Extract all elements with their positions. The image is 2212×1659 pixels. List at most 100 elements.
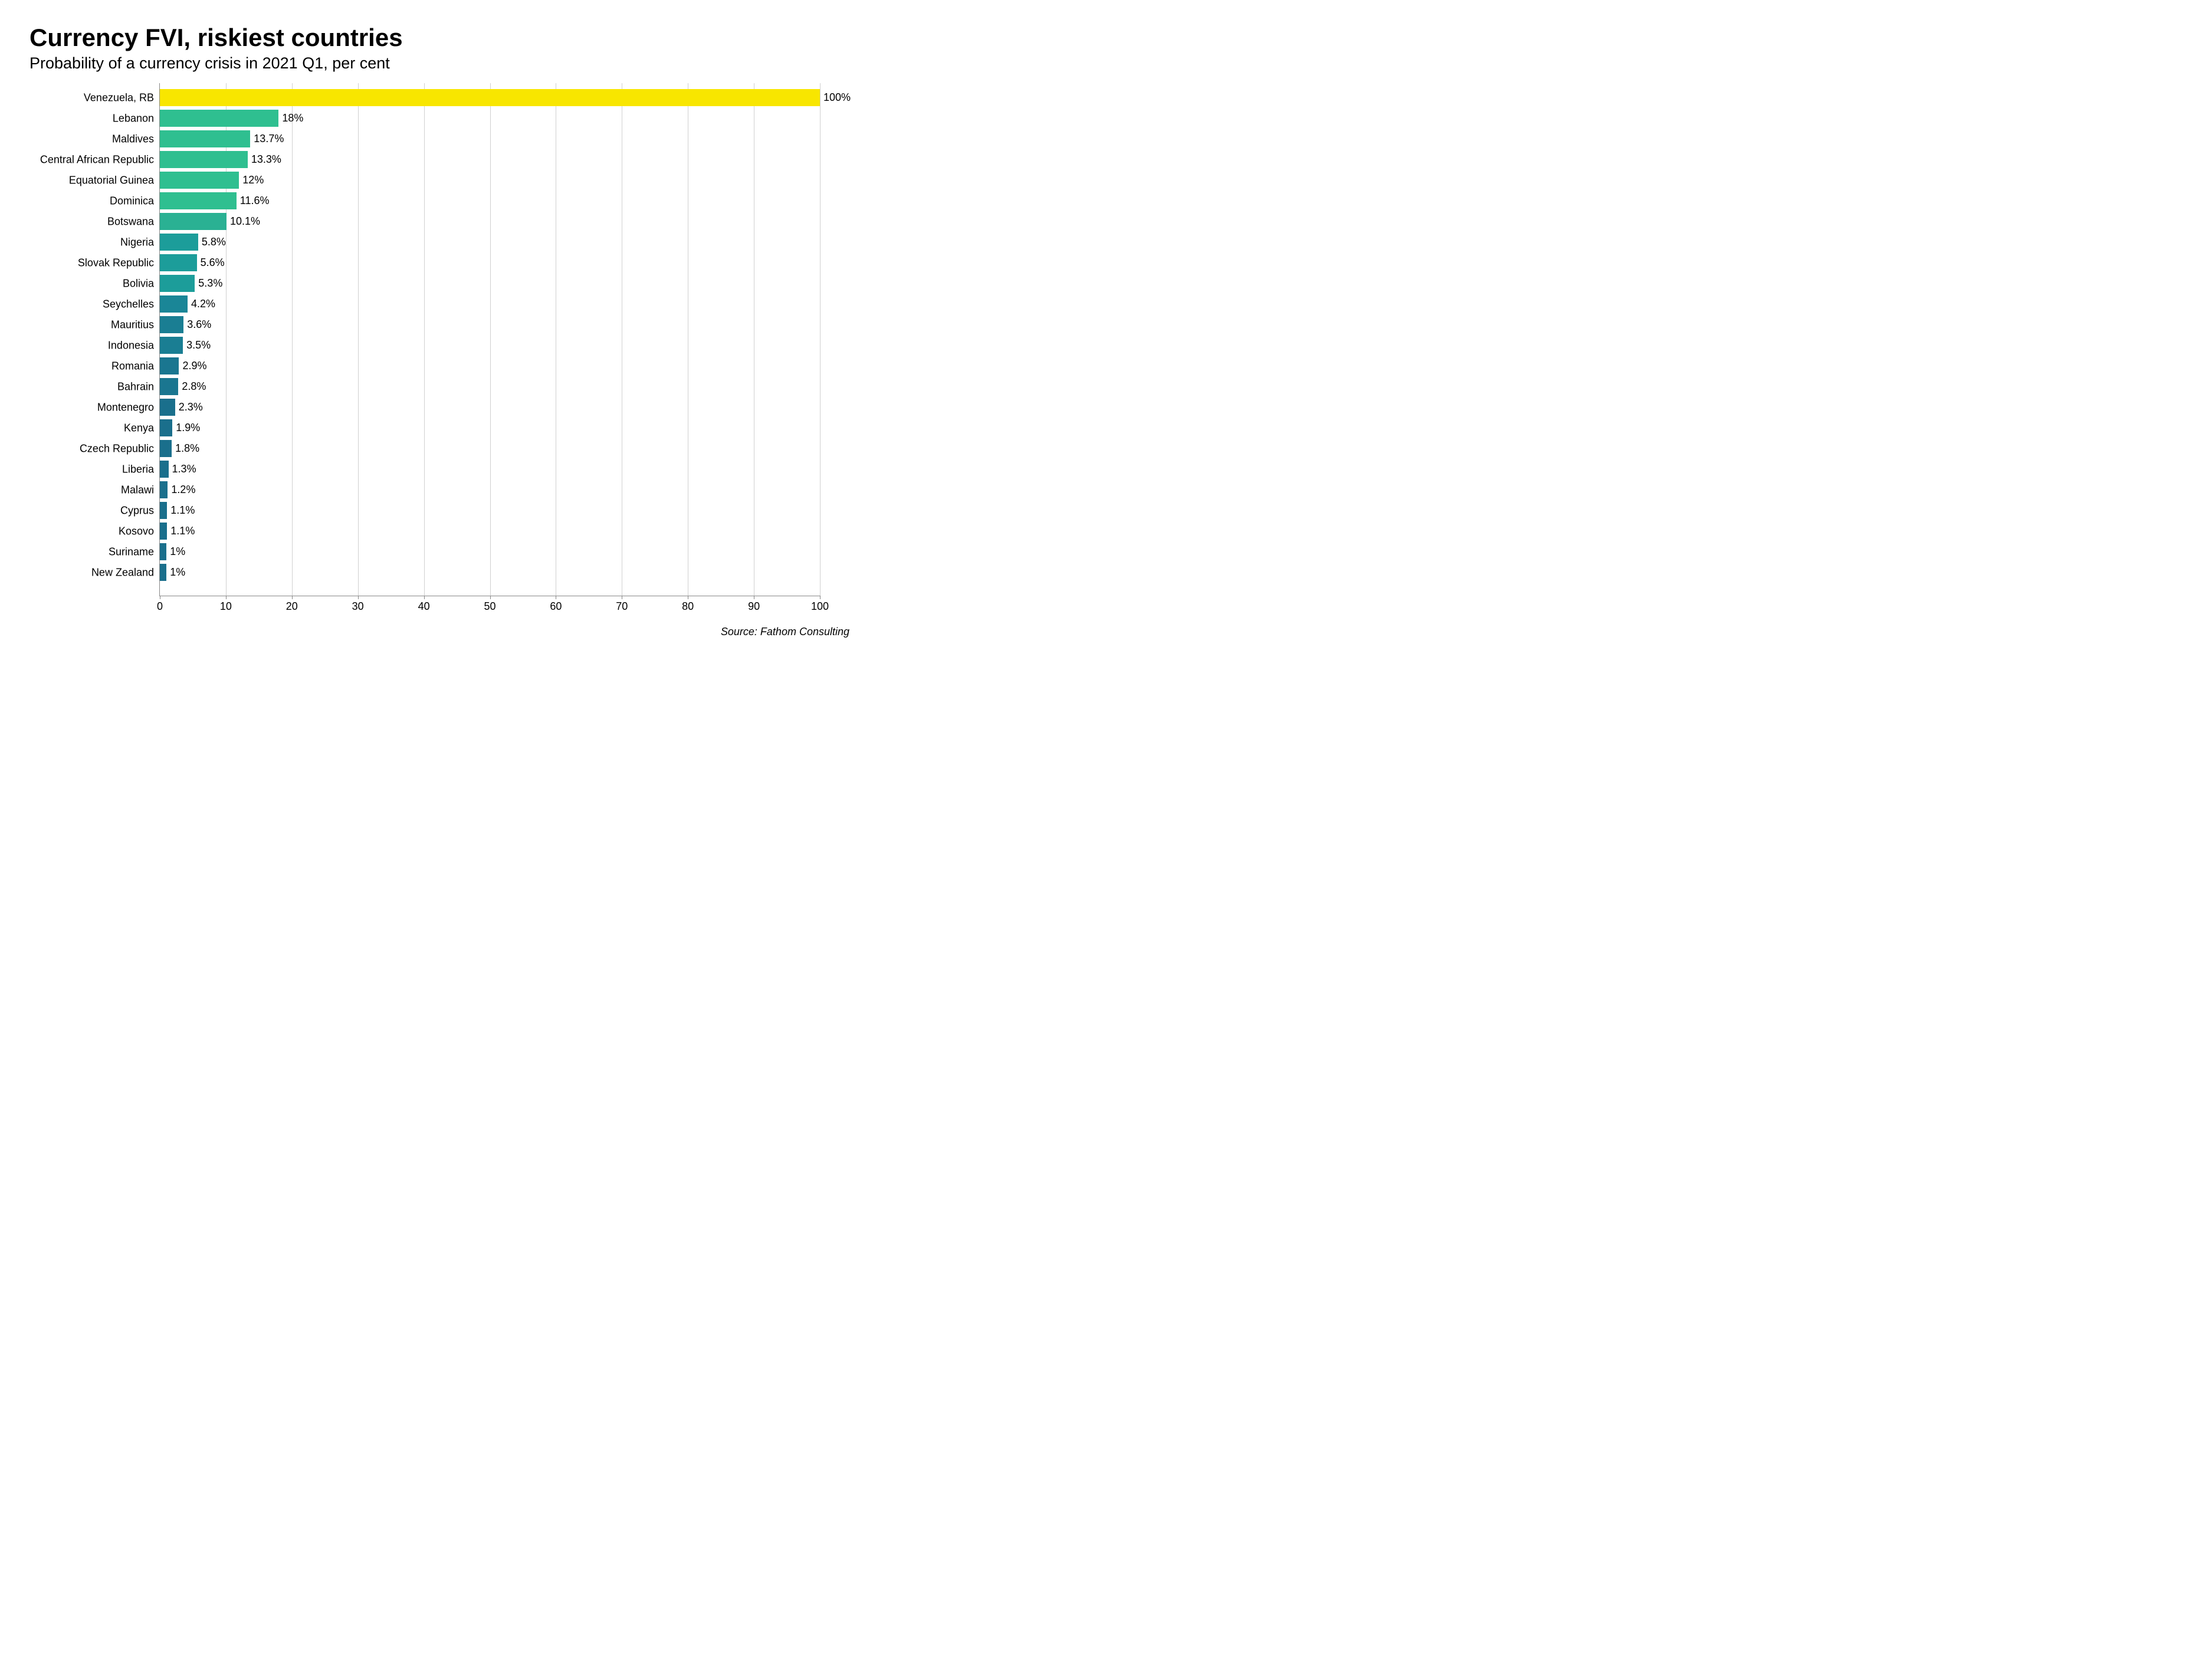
- bar-row: Maldives13.7%: [160, 130, 820, 147]
- bar-row: Mauritius3.6%: [160, 316, 820, 333]
- bar: [160, 440, 172, 457]
- bar: [160, 502, 167, 519]
- bar-value-label: 4.2%: [191, 298, 215, 310]
- y-axis-label: Suriname: [109, 546, 154, 558]
- bar-value-label: 5.8%: [202, 236, 226, 248]
- bar: [160, 419, 172, 436]
- bar: [160, 234, 198, 251]
- bar-value-label: 2.3%: [179, 401, 203, 413]
- x-tick-label: 0: [157, 596, 163, 613]
- bar-value-label: 1.2%: [171, 484, 195, 496]
- bar-row: Malawi1.2%: [160, 481, 820, 498]
- bar-row: Suriname1%: [160, 543, 820, 560]
- bar: [160, 275, 195, 292]
- x-tick-label: 40: [418, 596, 430, 613]
- bar-row: Kosovo1.1%: [160, 523, 820, 540]
- bar-row: Seychelles4.2%: [160, 295, 820, 313]
- bar-row: Montenegro2.3%: [160, 399, 820, 416]
- bar-value-label: 3.5%: [186, 339, 211, 351]
- bar: [160, 316, 183, 333]
- x-tick-label: 10: [220, 596, 232, 613]
- bar-row: Lebanon18%: [160, 110, 820, 127]
- bar-row: Nigeria5.8%: [160, 234, 820, 251]
- bar-value-label: 1%: [170, 546, 185, 558]
- x-tick-label: 100: [811, 596, 829, 613]
- bar-row: Indonesia3.5%: [160, 337, 820, 354]
- bar: [160, 378, 178, 395]
- chart-container: 0102030405060708090100Venezuela, RB100%L…: [29, 83, 855, 596]
- x-tick-label: 60: [550, 596, 562, 613]
- bar-row: Venezuela, RB100%: [160, 89, 820, 106]
- bar-value-label: 12%: [242, 174, 264, 186]
- y-axis-label: Mauritius: [111, 318, 154, 331]
- bar-row: Dominica11.6%: [160, 192, 820, 209]
- y-axis-label: Seychelles: [103, 298, 154, 310]
- x-tick-label: 90: [748, 596, 760, 613]
- bar: [160, 130, 250, 147]
- bar-value-label: 100%: [823, 91, 851, 104]
- plot-area: 0102030405060708090100Venezuela, RB100%L…: [159, 83, 820, 596]
- y-axis-label: Equatorial Guinea: [69, 174, 154, 186]
- bar: [160, 213, 227, 230]
- bar: [160, 254, 197, 271]
- bar-row: Bolivia5.3%: [160, 275, 820, 292]
- y-axis-label: Indonesia: [108, 339, 154, 351]
- bar: [160, 172, 239, 189]
- x-tick-label: 20: [286, 596, 298, 613]
- y-axis-label: Liberia: [122, 463, 154, 475]
- x-tick-label: 70: [616, 596, 628, 613]
- bar-value-label: 13.7%: [254, 133, 284, 145]
- bar-value-label: 1%: [170, 566, 185, 579]
- y-axis-label: Lebanon: [113, 112, 154, 124]
- y-axis-label: Maldives: [112, 133, 154, 145]
- bar-row: Slovak Republic5.6%: [160, 254, 820, 271]
- bar: [160, 151, 248, 168]
- bar-row: New Zealand1%: [160, 564, 820, 581]
- bar: [160, 523, 167, 540]
- bar-value-label: 1.1%: [170, 504, 195, 517]
- x-tick-label: 50: [484, 596, 495, 613]
- bar-value-label: 5.6%: [201, 257, 225, 269]
- y-axis-label: Bolivia: [123, 277, 154, 290]
- y-axis-label: New Zealand: [91, 566, 154, 579]
- y-axis-label: Romania: [111, 360, 154, 372]
- bar: [160, 399, 175, 416]
- y-axis-label: Slovak Republic: [78, 257, 154, 269]
- bar-row: Liberia1.3%: [160, 461, 820, 478]
- bar-value-label: 2.9%: [182, 360, 206, 372]
- y-axis-label: Nigeria: [120, 236, 154, 248]
- y-axis-label: Central African Republic: [40, 153, 154, 166]
- bar-value-label: 3.6%: [187, 318, 211, 331]
- bar-row: Bahrain2.8%: [160, 378, 820, 395]
- chart-title: Currency FVI, riskiest countries: [29, 24, 855, 52]
- bar-value-label: 1.3%: [172, 463, 196, 475]
- y-axis-label: Malawi: [121, 484, 154, 496]
- gridline: [820, 83, 821, 596]
- bar: [160, 564, 166, 581]
- y-axis-label: Kosovo: [119, 525, 154, 537]
- y-axis-label: Kenya: [124, 422, 154, 434]
- bar-row: Romania2.9%: [160, 357, 820, 374]
- bar-value-label: 18%: [282, 112, 303, 124]
- bar-value-label: 10.1%: [230, 215, 260, 228]
- bar-value-label: 1.8%: [175, 442, 199, 455]
- x-tick-label: 30: [352, 596, 364, 613]
- chart-source: Source: Fathom Consulting: [29, 626, 849, 638]
- bar-value-label: 11.6%: [240, 195, 270, 207]
- bar: [160, 481, 168, 498]
- bar: [160, 543, 166, 560]
- y-axis-label: Dominica: [110, 195, 154, 207]
- y-axis-label: Czech Republic: [80, 442, 154, 455]
- bar-value-label: 1.1%: [170, 525, 195, 537]
- x-tick-label: 80: [682, 596, 694, 613]
- bar-row: Kenya1.9%: [160, 419, 820, 436]
- y-axis-label: Bahrain: [117, 380, 154, 393]
- bar: [160, 110, 278, 127]
- bar-value-label: 2.8%: [182, 380, 206, 393]
- bar-value-label: 1.9%: [176, 422, 200, 434]
- bar-value-label: 5.3%: [198, 277, 222, 290]
- bar-row: Equatorial Guinea12%: [160, 172, 820, 189]
- bar: [160, 89, 820, 106]
- bar: [160, 357, 179, 374]
- bar-row: Czech Republic1.8%: [160, 440, 820, 457]
